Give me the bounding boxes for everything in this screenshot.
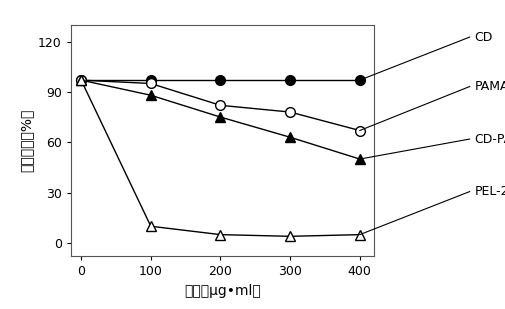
Text: CD-PAMAM-G1: CD-PAMAM-G1 <box>475 133 505 146</box>
Text: PAMAM-G1: PAMAM-G1 <box>475 80 505 93</box>
X-axis label: 浓度（μg•ml）: 浓度（μg•ml） <box>184 284 261 298</box>
Text: CD: CD <box>475 31 493 44</box>
Y-axis label: 细胞活性（%）: 细胞活性（%） <box>20 109 34 172</box>
Text: PEL-25K: PEL-25K <box>475 185 505 198</box>
